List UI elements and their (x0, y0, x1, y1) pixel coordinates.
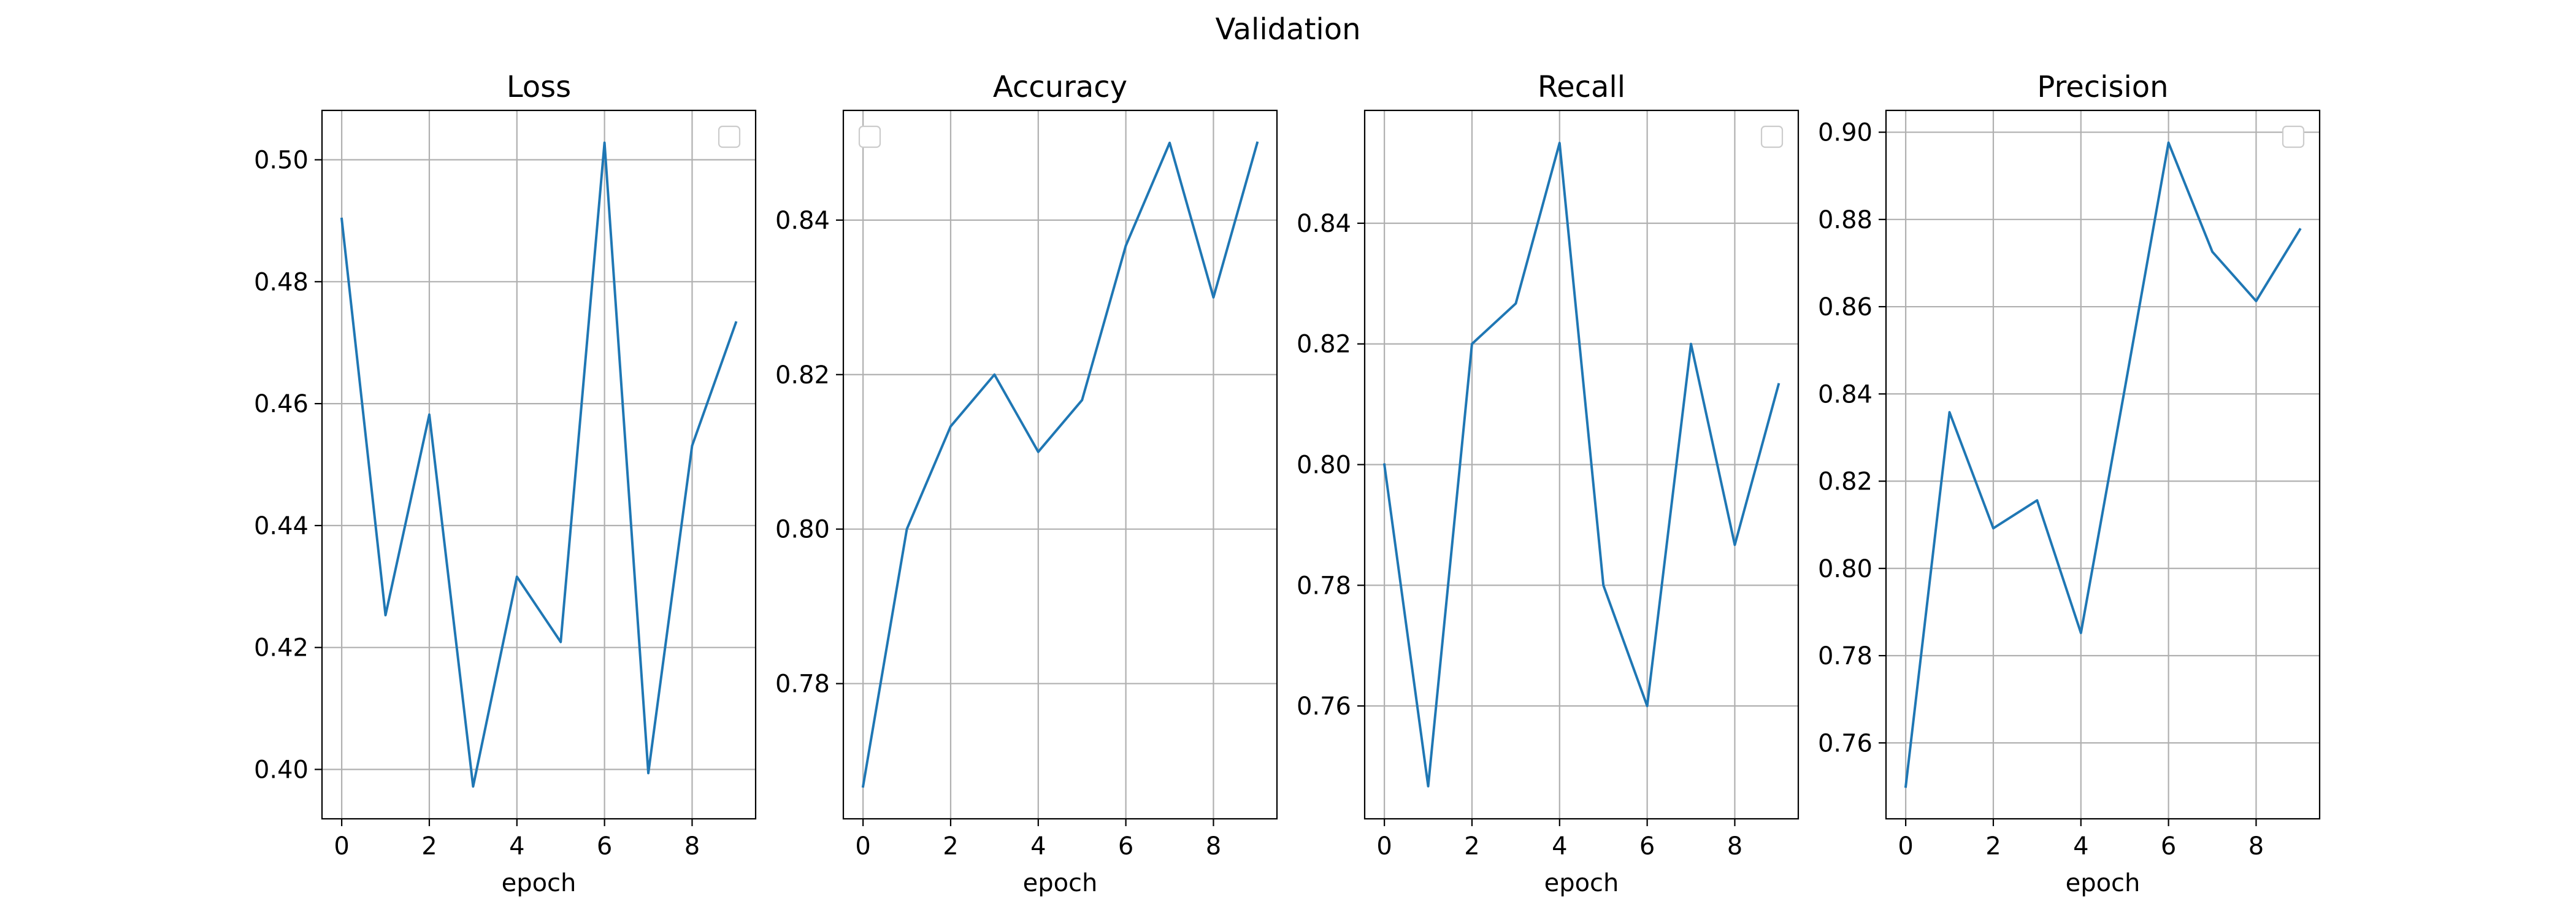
figure-title: Validation (1215, 12, 1360, 47)
accuracy-axes-frame (842, 109, 1278, 820)
recall-y-tick-label: 0.84 (1297, 210, 1351, 238)
loss-series-line (340, 141, 738, 788)
loss-x-tick-label: 4 (509, 832, 524, 861)
accuracy-series-line (861, 141, 1259, 788)
loss-legend (718, 125, 741, 148)
precision-series-line (1904, 141, 2302, 788)
precision-axes-frame (1885, 109, 2321, 820)
precision-subplot-title: Precision (2037, 70, 2168, 104)
accuracy-x-tick-label: 2 (943, 832, 958, 861)
accuracy-x-tick-label: 8 (1206, 832, 1221, 861)
precision-y-tick-label: 0.90 (1818, 119, 1873, 147)
recall-legend (1760, 125, 1784, 148)
loss-subplot-title: Loss (507, 70, 571, 104)
accuracy-x-tick-label: 4 (1030, 832, 1046, 861)
loss-x-tick-label: 8 (684, 832, 700, 861)
precision-y-tick-label: 0.78 (1818, 642, 1873, 670)
accuracy-subplot-title: Accuracy (993, 70, 1127, 104)
recall-x-tick-label: 0 (1376, 832, 1392, 861)
recall-subplot-title: Recall (1538, 70, 1625, 104)
accuracy-x-tick-label: 6 (1118, 832, 1133, 861)
loss-y-tick-label: 0.48 (254, 268, 309, 296)
recall-subplot: 0 2 4 6 8 0.76 0.78 0.80 0.82 0.84 Recall epoch (1297, 70, 1800, 897)
recall-x-tick-label: 8 (1727, 832, 1742, 861)
precision-x-tick-label: 2 (1985, 832, 2001, 861)
accuracy-y-tick-label: 0.78 (775, 670, 830, 699)
subplots: 0 2 4 6 8 0.40 0.42 0.44 0.46 0.48 0.50 Loss epoch 0 2… (254, 70, 2321, 897)
precision-x-axis-label: epoch (2066, 869, 2141, 897)
loss-x-axis-label: epoch (502, 869, 577, 897)
precision-y-tick-label: 0.80 (1818, 555, 1873, 583)
accuracy-x-axis-label: epoch (1023, 869, 1098, 897)
precision-y-tick-label: 0.86 (1818, 293, 1873, 321)
recall-x-tick-label: 2 (1464, 832, 1479, 861)
precision-x-tick-label: 4 (2073, 832, 2088, 861)
loss-axes-frame (321, 109, 757, 820)
accuracy-y-tick-label: 0.80 (775, 516, 830, 544)
recall-series-line (1382, 142, 1781, 788)
loss-x-tick-label: 6 (597, 832, 612, 861)
loss-x-tick-label: 0 (334, 832, 349, 861)
accuracy-y-tick-label: 0.84 (775, 207, 830, 235)
accuracy-legend (858, 125, 881, 148)
recall-y-tick-label: 0.82 (1297, 331, 1351, 359)
loss-y-tick-label: 0.40 (254, 756, 309, 784)
loss-x-tick-label: 2 (421, 832, 437, 861)
precision-x-tick-label: 0 (1898, 832, 1913, 861)
precision-x-tick-label: 6 (2161, 832, 2176, 861)
accuracy-subplot: 0 2 4 6 8 0.78 0.80 0.82 0.84 Accuracy epoch (775, 70, 1278, 897)
precision-y-tick-label: 0.84 (1818, 380, 1873, 408)
precision-y-tick-label: 0.82 (1818, 468, 1873, 496)
precision-x-tick-label: 8 (2248, 832, 2264, 861)
recall-x-tick-label: 4 (1552, 832, 1567, 861)
loss-y-tick-label: 0.46 (254, 390, 309, 418)
loss-subplot: 0 2 4 6 8 0.40 0.42 0.44 0.46 0.48 0.50 Loss epoch (254, 70, 757, 897)
recall-x-tick-label: 6 (1639, 832, 1655, 861)
accuracy-y-tick-label: 0.82 (775, 361, 830, 389)
precision-y-tick-label: 0.76 (1818, 729, 1873, 757)
recall-y-tick-label: 0.80 (1297, 451, 1351, 480)
loss-y-tick-label: 0.50 (254, 147, 309, 175)
loss-y-tick-label: 0.44 (254, 512, 309, 540)
precision-y-tick-label: 0.88 (1818, 206, 1873, 234)
loss-y-tick-label: 0.42 (254, 634, 309, 662)
recall-x-axis-label: epoch (1544, 869, 1619, 897)
accuracy-x-tick-label: 0 (855, 832, 870, 861)
precision-subplot: 0 2 4 6 8 0.76 0.78 0.80 0.82 0.84 0.86 0.88 0.90 Pre… (1818, 70, 2321, 897)
precision-legend (2282, 125, 2305, 148)
recall-y-tick-label: 0.78 (1297, 572, 1351, 600)
recall-y-tick-label: 0.76 (1297, 692, 1351, 721)
